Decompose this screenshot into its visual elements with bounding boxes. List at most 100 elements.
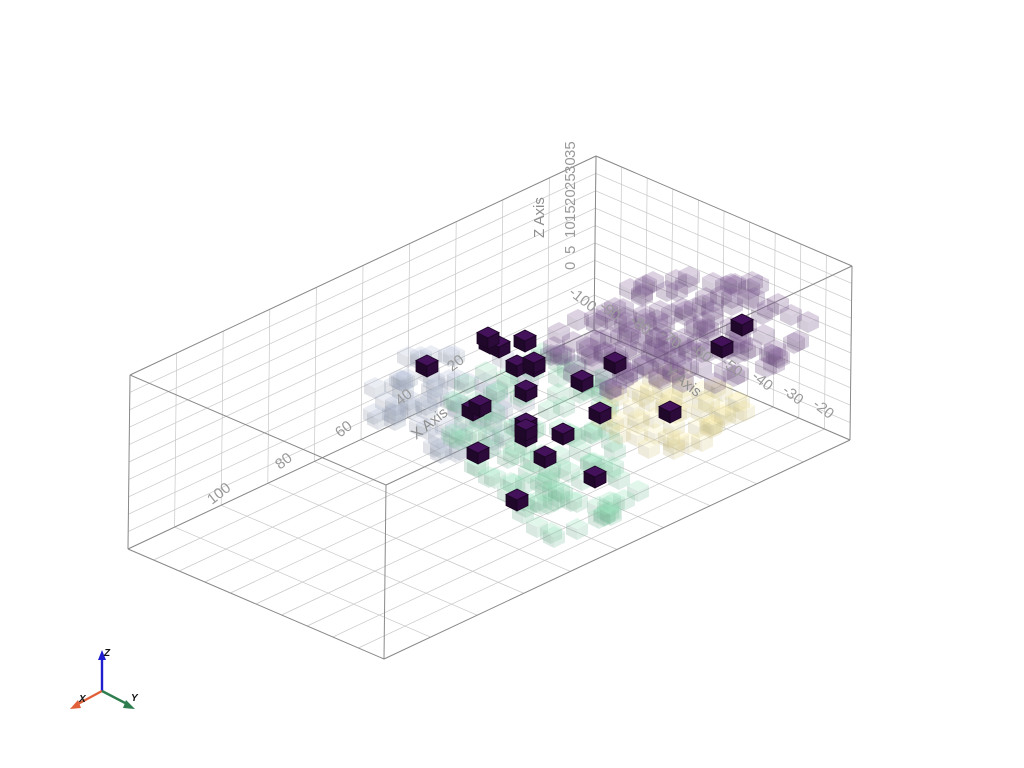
translucent-voxel [553, 396, 575, 418]
translucent-voxel [494, 428, 516, 450]
translucent-voxel [598, 419, 620, 441]
translucent-voxel [691, 401, 713, 423]
translucent-voxel [546, 344, 568, 366]
translucent-voxel [702, 291, 724, 313]
translucent-voxel [602, 456, 624, 478]
box-edge [593, 155, 597, 331]
translucent-voxel [702, 306, 724, 328]
z-tick-label: 30 [562, 157, 579, 174]
translucent-voxel [600, 326, 622, 348]
y-arrowhead-icon [123, 700, 135, 709]
translucent-voxel [478, 466, 500, 488]
translucent-voxel [549, 344, 571, 366]
translucent-voxel [667, 429, 689, 451]
z-tick-label: 25 [562, 173, 579, 190]
translucent-voxel [674, 304, 696, 326]
box-edge [385, 265, 853, 486]
translucent-voxel [449, 429, 471, 451]
translucent-voxel [591, 377, 613, 399]
translucent-voxel [486, 381, 508, 403]
translucent-voxel [740, 337, 762, 359]
z-tick-label: 35 [562, 141, 579, 158]
translucent-voxel [743, 287, 765, 309]
translucent-voxel [684, 297, 706, 319]
solid-voxel [658, 400, 682, 424]
grid-line [174, 353, 177, 528]
translucent-voxel [375, 391, 397, 413]
translucent-voxel [662, 361, 684, 383]
translucent-voxel [599, 461, 621, 483]
grid-line [267, 482, 524, 594]
translucent-voxel [441, 423, 463, 445]
translucent-voxel [538, 399, 560, 421]
translucent-voxel [665, 269, 687, 291]
translucent-voxel [612, 368, 634, 390]
translucent-voxel [698, 392, 720, 414]
translucent-voxel [581, 423, 603, 445]
translucent-voxel [537, 493, 559, 515]
translucent-voxel [646, 327, 668, 349]
translucent-voxel [704, 377, 726, 399]
translucent-voxel [427, 386, 449, 408]
translucent-voxel [646, 346, 668, 368]
solid-voxels [415, 313, 754, 512]
translucent-voxel [605, 376, 627, 398]
translucent-voxel [597, 501, 619, 523]
translucent-voxel [526, 516, 548, 538]
translucent-voxel [382, 403, 404, 425]
translucent-voxel [626, 425, 648, 447]
translucent-voxel [454, 373, 476, 395]
solid-voxel [505, 488, 529, 512]
translucent-voxel [709, 399, 731, 421]
translucent-voxel [699, 415, 721, 437]
translucent-voxel [755, 356, 777, 378]
translucent-voxel [728, 391, 750, 413]
translucent-voxel [594, 504, 616, 526]
translucent-voxel [540, 344, 562, 366]
solid-voxel [570, 369, 594, 393]
translucent-voxel [714, 360, 736, 382]
translucent-voxel [691, 380, 713, 402]
translucent-voxel [675, 273, 697, 295]
translucent-voxel [751, 303, 773, 325]
translucent-voxel [543, 336, 565, 358]
translucent-voxel [711, 404, 733, 426]
translucent-voxel [484, 467, 506, 489]
translucent-voxel [600, 378, 622, 400]
translucent-voxel [691, 430, 713, 452]
translucent-voxel [384, 375, 406, 397]
translucent-voxel [652, 354, 674, 376]
box-edge [595, 155, 853, 267]
translucent-voxel [635, 274, 657, 296]
grid-line [332, 417, 799, 638]
translucent-voxel [613, 489, 635, 511]
translucent-voxel [648, 366, 670, 388]
translucent-voxel [617, 326, 639, 348]
translucent-voxel [480, 414, 502, 436]
translucent-voxel [550, 344, 572, 366]
translucent-voxel [384, 404, 406, 426]
translucent-voxel [631, 285, 653, 307]
translucent-voxel [400, 398, 422, 420]
translucent-voxel [631, 283, 653, 305]
translucent-voxel [604, 440, 626, 462]
solid-voxel [603, 351, 627, 375]
translucent-voxel [560, 490, 582, 512]
translucent-voxel [731, 333, 753, 355]
translucent-voxel [693, 318, 715, 340]
translucent-voxel [438, 369, 460, 391]
translucent-voxel [691, 341, 713, 363]
translucent-voxel [542, 480, 564, 502]
translucent-voxel [633, 276, 655, 298]
translucent-voxel [389, 369, 411, 391]
translucent-voxel [641, 342, 663, 364]
translucent-voxel [634, 308, 656, 330]
translucent-voxel [678, 266, 700, 288]
translucent-voxel [548, 322, 570, 344]
translucent-voxel [543, 490, 565, 512]
translucent-voxel [610, 326, 632, 348]
translucent-voxel [647, 337, 669, 359]
grid-line [824, 254, 827, 430]
solid-voxel [514, 379, 538, 403]
